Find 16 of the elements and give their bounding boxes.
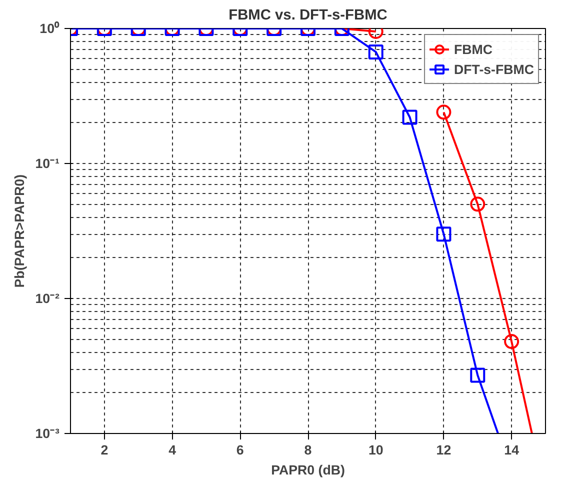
y-tick-label: 10⁻¹ bbox=[35, 156, 60, 171]
x-tick-label: 12 bbox=[436, 442, 452, 458]
legend-label: DFT-s-FBMC bbox=[454, 62, 534, 76]
y-tick-label: 10⁰ bbox=[40, 21, 60, 36]
x-tick-label: 8 bbox=[304, 442, 312, 458]
x-tick-label: 4 bbox=[168, 442, 177, 458]
legend-label: FBMC bbox=[454, 42, 493, 56]
x-axis-title: PAPR0 (dB) bbox=[271, 462, 345, 478]
x-tick-label: 14 bbox=[504, 442, 520, 458]
x-tick-label: 10 bbox=[368, 442, 384, 458]
y-tick-label: 10⁻³ bbox=[35, 426, 60, 441]
y-axis-title: Pb(PAPR>PAPR0) bbox=[12, 174, 28, 288]
chart-title: FBMC vs. DFT-s-FBMC bbox=[228, 8, 388, 24]
y-tick-label: 10⁻² bbox=[35, 291, 60, 306]
x-tick-label: 6 bbox=[236, 442, 244, 458]
x-tick-label: 2 bbox=[100, 442, 108, 458]
